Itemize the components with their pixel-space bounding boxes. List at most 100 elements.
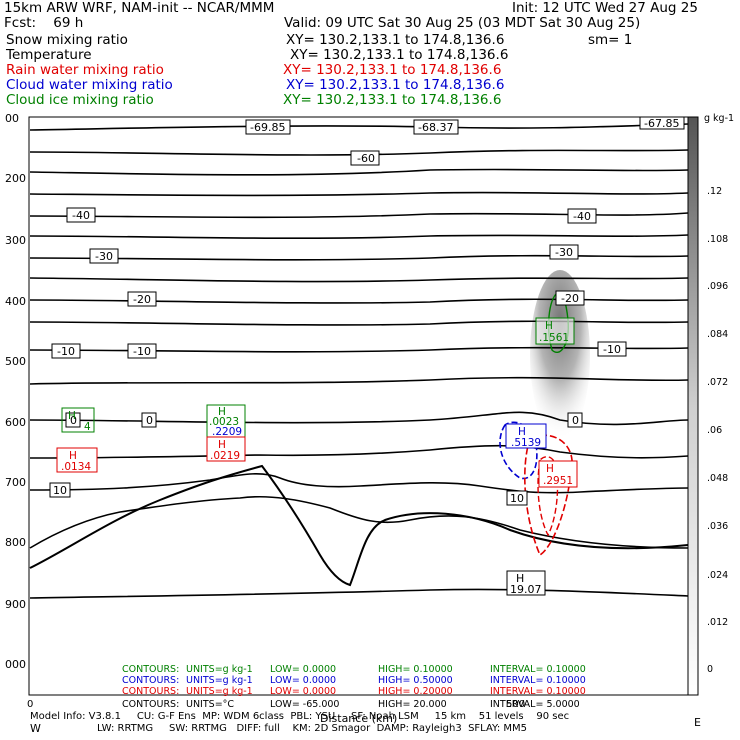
physics-info: LW: RRTMG SW: RRTMG DIFF: full KM: 2D Sm… (97, 723, 527, 734)
contour-spec-interval: INTERVAL= 5.0000 (490, 699, 580, 710)
label-box (51, 343, 81, 359)
rain-high-box (56, 447, 98, 473)
isotherm-label: -67.85 (644, 117, 679, 130)
colorbar-tick: .108 (707, 234, 728, 245)
field-name-cloud-ice: Cloud ice mixing ratio (6, 92, 154, 108)
contour-spec-high: HIGH= 0.10000 (378, 664, 453, 675)
x-tick-label: 500 (506, 699, 525, 710)
isotherm-label: -10 (133, 345, 151, 358)
y-tick-label: 600 (5, 416, 26, 429)
contour-spec-low: LOW= 0.0000 (270, 686, 336, 697)
isotherm-line (29, 191, 689, 197)
isotherm-label: -10 (57, 345, 75, 358)
contour-spec-units: UNITS=g kg-1 (186, 686, 253, 697)
colorbar-ticks: g kg-1 0 .012 .024 .036 .048 .06 .072 .0… (704, 113, 734, 675)
cloud-ice-high-box (535, 317, 575, 345)
isotherm-line (29, 168, 689, 176)
y-axis: 00 200 300 400 500 600 700 800 900 000 (5, 112, 26, 671)
isotherm-high-value: 19.07 (510, 583, 542, 596)
isotherm-label: 10 (53, 484, 67, 497)
contour-spec-high: HIGH= 0.20000 (378, 686, 453, 697)
colorbar (687, 116, 699, 696)
isotherm-label: 0 (70, 414, 77, 427)
contour-spec-low: LOW= -65.000 (270, 699, 339, 710)
isotherm-label: -40 (72, 209, 90, 222)
label-box (245, 119, 291, 135)
field-name-snow: Snow mixing ratio (6, 32, 128, 48)
isotherm-line (29, 320, 689, 326)
y-tick-label: 700 (5, 476, 26, 489)
colorbar-unit: g kg-1 (704, 113, 734, 124)
isotherm-line (29, 212, 689, 219)
label-box (555, 290, 585, 306)
high-marker: H (68, 410, 76, 422)
isotherm-label: 10 (510, 492, 524, 505)
high-marker: H (546, 463, 554, 475)
isotherm-line (29, 254, 689, 261)
isotherm-label: -30 (555, 246, 573, 259)
contour-spec-label: CONTOURS: (122, 675, 179, 686)
field-xy-snow: XY= 130.2,133.1 to 174.8,136.6 (286, 32, 505, 48)
cloud-ice-high: 4 (84, 421, 91, 433)
contour-spec-units: UNITS=°C (186, 699, 234, 710)
label-box (49, 482, 71, 498)
isotherm-line (29, 277, 689, 283)
field-smooth: sm= 1 (588, 32, 633, 48)
label-box (127, 291, 157, 307)
field-highs: H .1561 H 4 H .0023 .2209 H .5139 H .013… (56, 317, 578, 488)
isotherm-label: 0 (146, 414, 153, 427)
y-tick-label: 400 (5, 295, 26, 308)
contour-spec-interval: INTERVAL= 0.10000 (490, 664, 586, 675)
x-tick-label: 0 (27, 699, 33, 710)
contour-spec-label: CONTOURS: (122, 686, 179, 697)
label-box (141, 412, 157, 428)
isotherm-label: -20 (133, 293, 151, 306)
isotherm-line (29, 234, 689, 240)
label-box (567, 208, 597, 224)
isotherm-line (29, 376, 689, 385)
isotherm-label: -30 (95, 250, 113, 263)
rain-high-box (206, 436, 246, 462)
field-name-cloud-water: Cloud water mixing ratio (6, 77, 173, 93)
isotherm-label: -69.85 (250, 121, 285, 134)
high-marker: H (218, 406, 226, 418)
rain-contour (524, 434, 573, 557)
y-tick-label: 00 (5, 112, 19, 125)
west-label: W (30, 722, 41, 735)
isotherm-label: -68.37 (418, 121, 453, 134)
cloud-ice-high: .1561 (539, 332, 569, 344)
colorbar-tick: .084 (707, 329, 728, 340)
east-label: E (694, 716, 701, 729)
isotherm-label: -20 (561, 292, 579, 305)
label-box (413, 119, 459, 135)
colorbar-tick: .06 (707, 425, 722, 436)
isotherm-label: -60 (357, 152, 375, 165)
isotherm-line (29, 123, 689, 131)
contour-specs: CONTOURS: UNITS=g kg-1 LOW= 0.0000 HIGH=… (122, 664, 586, 710)
contour-spec-units: UNITS=g kg-1 (186, 675, 253, 686)
isotherm-label: 0 (572, 414, 579, 427)
cloud-water-high: .2209 (212, 426, 242, 438)
contour-spec-interval: INTERVAL= 0.10000 (490, 686, 586, 697)
contour-spec-high: HIGH= 20.000 (378, 699, 447, 710)
field-xy-temperature: XY= 130.2,133.1 to 174.8,136.6 (290, 47, 509, 63)
y-tick-label: 300 (5, 234, 26, 247)
field-xy-cloud-water: XY= 130.2,133.1 to 174.8,136.6 (286, 77, 505, 93)
label-box (506, 570, 546, 596)
contour-spec-units: UNITS=g kg-1 (186, 664, 253, 675)
y-tick-label: 200 (5, 172, 26, 185)
cloud-ice-high-box (61, 407, 95, 433)
isotherm-labels: -69.85 -68.37 -67.85 -60 -40 -40 -30 -30… (49, 116, 685, 596)
valid-time: Valid: 09 UTC Sat 30 Aug 25 (03 MDT Sat … (284, 15, 641, 31)
contour-spec-high: HIGH= 0.50000 (378, 675, 453, 686)
high-marker: H (518, 426, 526, 438)
rain-high-box (538, 460, 578, 488)
contour-spec-label: CONTOURS: (122, 699, 179, 710)
label-box (639, 116, 685, 130)
label-box (65, 412, 81, 428)
rain-high: .2951 (543, 475, 573, 487)
field-name-temperature: Temperature (6, 47, 92, 63)
isotherm-line (29, 495, 689, 549)
init-time: Init: 12 UTC Wed 27 Aug 25 (512, 0, 698, 16)
